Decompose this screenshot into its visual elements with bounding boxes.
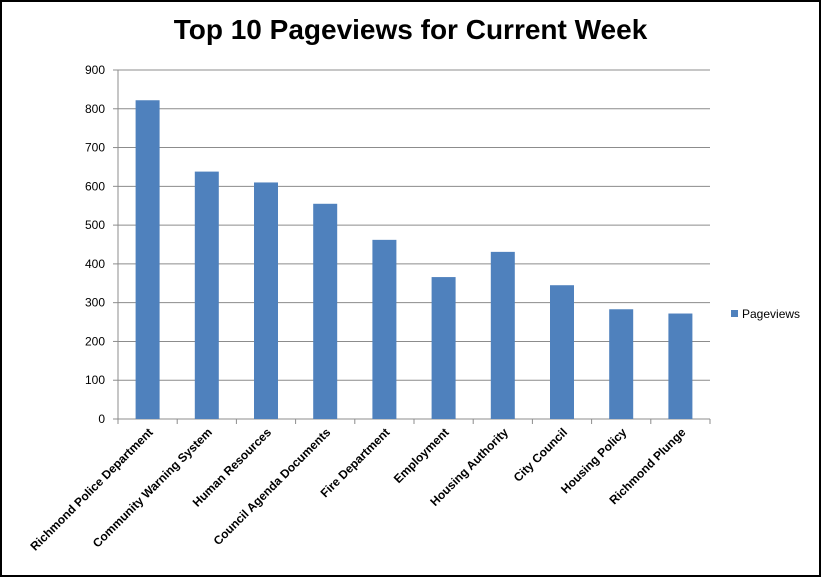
legend-swatch xyxy=(731,310,738,317)
y-tick-label: 500 xyxy=(85,218,105,232)
y-tick-label: 100 xyxy=(85,373,105,387)
x-tick-label: Community Warning System xyxy=(90,425,215,550)
x-tick-label: Richmond Police Department xyxy=(27,425,155,553)
bar xyxy=(313,203,338,419)
bar xyxy=(668,313,693,419)
y-tick-label: 900 xyxy=(85,63,105,77)
bar xyxy=(135,100,160,419)
chart-title: Top 10 Pageviews for Current Week xyxy=(173,14,648,45)
x-tick-label: City Council xyxy=(511,425,570,484)
y-tick-label: 700 xyxy=(85,141,105,155)
y-tick-label: 200 xyxy=(85,334,105,348)
bar xyxy=(194,171,219,419)
y-tick-label: 600 xyxy=(85,179,105,193)
bar xyxy=(372,239,397,419)
bar xyxy=(609,309,634,419)
bar xyxy=(431,277,456,419)
y-tick-label: 0 xyxy=(98,412,105,426)
legend-label: Pageviews xyxy=(742,307,800,321)
x-tick-label: Council Agenda Documents xyxy=(211,425,334,548)
bar xyxy=(490,251,515,419)
bar xyxy=(254,182,278,419)
y-tick-label: 800 xyxy=(85,102,105,116)
y-tick-label: 400 xyxy=(85,257,105,271)
x-tick-label: Employment xyxy=(391,425,452,486)
y-tick-label: 300 xyxy=(85,296,105,310)
bar xyxy=(550,285,574,419)
